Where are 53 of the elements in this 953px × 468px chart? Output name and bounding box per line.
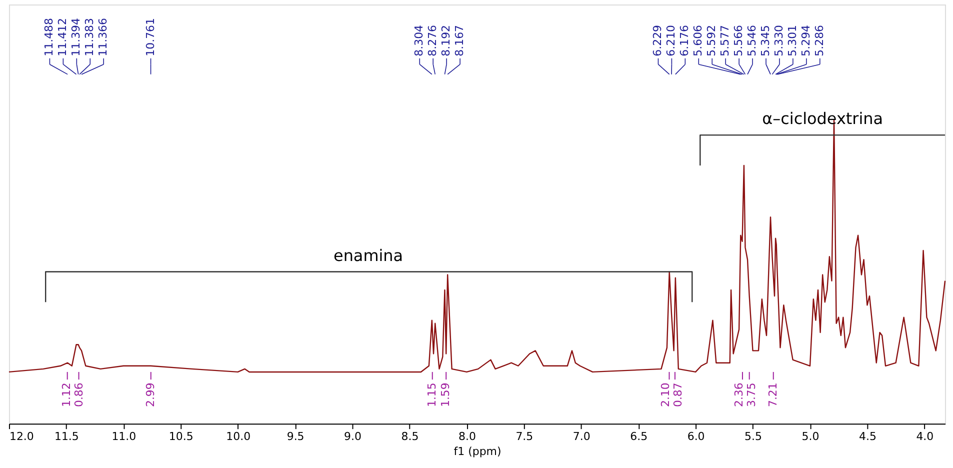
annotation: 5.330 — [772, 24, 786, 56]
x-tick-label: 12.0 — [9, 430, 34, 444]
annotation: 5.566 — [732, 24, 746, 56]
annotation: 5.286 — [812, 24, 826, 56]
annotation: 0.86 — [72, 382, 86, 408]
annotation: 1.12 — [60, 382, 73, 408]
annotation: 10.761 — [144, 18, 157, 56]
annotation: α–ciclodextrina — [762, 109, 884, 128]
x-tick-label: 4.5 — [858, 430, 876, 444]
x-tick-label: 10.0 — [226, 430, 251, 444]
annotation: 8.192 — [440, 24, 453, 56]
annotation: 11.488 — [42, 18, 56, 56]
annotation: 5.546 — [746, 24, 759, 56]
annotation: 5.577 — [718, 24, 732, 56]
annotation: enamina — [334, 246, 404, 265]
x-tick-label: 11.5 — [54, 430, 79, 444]
x-tick-label: 7.0 — [572, 430, 590, 444]
x-axis-title: f1 (ppm) — [454, 445, 502, 458]
annotation: 8.276 — [426, 24, 440, 56]
x-tick-label: 9.0 — [344, 430, 362, 444]
annotation: 2.99 — [144, 382, 157, 408]
x-tick-label: 6.5 — [630, 430, 648, 444]
x-tick-label: 11.0 — [112, 430, 136, 444]
x-tick-label: 7.5 — [516, 430, 534, 444]
annotation: 6.229 — [651, 24, 664, 56]
x-tick-label: 10.5 — [168, 430, 194, 444]
annotation: 8.167 — [453, 24, 466, 56]
annotation: 6.176 — [678, 24, 692, 56]
x-tick-label: 5.0 — [802, 430, 820, 444]
annotation: 2.36 — [732, 382, 746, 408]
x-tick-label: 9.5 — [286, 430, 304, 444]
annotation: 11.412 — [56, 18, 70, 56]
annotation: 5.301 — [786, 24, 799, 56]
x-tick-label: 5.5 — [744, 430, 762, 444]
x-tick-label: 8.5 — [401, 430, 419, 444]
annotation: 5.592 — [705, 24, 718, 56]
annotation: 5.345 — [759, 24, 772, 56]
annotation: 3.75 — [745, 382, 758, 408]
annotation: 6.210 — [664, 24, 678, 56]
annotation: 1.59 — [439, 382, 452, 408]
annotation: 5.294 — [799, 24, 812, 56]
annotation: 7.21 — [766, 382, 780, 408]
annotation: 11.383 — [83, 18, 96, 56]
annotation: 1.15 — [425, 382, 438, 408]
annotation: 5.606 — [692, 24, 705, 56]
annotation: 8.304 — [412, 24, 426, 56]
annotation: 0.87 — [671, 382, 684, 408]
x-tick-label: 4.0 — [916, 430, 934, 444]
x-tick-label: 6.0 — [687, 430, 705, 444]
annotation: 2.10 — [658, 382, 672, 408]
annotation: 11.394 — [70, 18, 83, 56]
x-tick-label: 8.0 — [458, 430, 476, 444]
annotation: 11.366 — [96, 18, 110, 56]
